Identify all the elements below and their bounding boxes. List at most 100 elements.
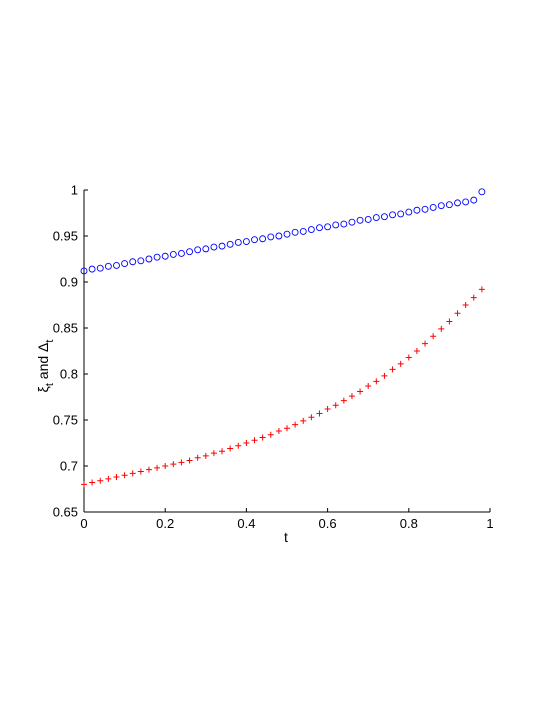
data-point xyxy=(104,262,112,270)
data-point xyxy=(291,228,299,236)
data-point xyxy=(275,232,283,240)
data-point xyxy=(365,382,372,389)
data-point xyxy=(210,450,217,457)
data-point xyxy=(227,445,234,452)
data-point xyxy=(251,437,258,444)
data-point xyxy=(267,431,274,438)
data-point xyxy=(113,261,120,269)
y-tick-label: 0.95 xyxy=(53,229,78,244)
data-point xyxy=(235,442,242,449)
data-point xyxy=(299,227,307,235)
data-point xyxy=(284,425,290,432)
data-point xyxy=(145,255,153,263)
data-point xyxy=(81,481,87,488)
data-point xyxy=(332,221,340,229)
x-tick-label: 0.8 xyxy=(400,516,418,531)
data-point xyxy=(267,233,275,241)
data-point xyxy=(178,459,185,466)
data-point xyxy=(194,246,202,254)
y-tick-label: 0.75 xyxy=(53,413,78,428)
data-point xyxy=(446,318,453,325)
data-point xyxy=(162,463,169,469)
x-tick-label: 0.4 xyxy=(237,516,255,531)
data-point xyxy=(437,202,445,210)
data-point xyxy=(137,257,145,265)
data-point xyxy=(243,440,250,446)
y-axis-label-xi-sub: t xyxy=(44,383,56,386)
y-tick-label: 1 xyxy=(71,183,78,198)
data-point xyxy=(324,405,331,412)
data-point xyxy=(154,464,161,471)
data-point xyxy=(478,286,485,293)
data-point xyxy=(169,250,177,258)
data-point xyxy=(129,258,137,266)
data-point xyxy=(421,205,429,213)
y-axis-label-and: and xyxy=(35,352,51,383)
data-point xyxy=(340,220,348,228)
data-point xyxy=(438,325,445,332)
data-point xyxy=(307,226,315,234)
y-axis-label-xi: ξ xyxy=(35,386,51,392)
y-tick-label: 0.65 xyxy=(53,505,78,520)
data-point xyxy=(413,348,420,354)
data-point xyxy=(324,223,332,231)
y-tick-label: 0.9 xyxy=(60,275,78,290)
data-point xyxy=(373,378,380,385)
series-1 xyxy=(80,188,486,275)
data-point xyxy=(145,466,152,473)
data-point xyxy=(202,245,210,253)
data-point xyxy=(422,340,429,347)
data-point xyxy=(308,414,315,421)
data-point xyxy=(380,213,388,221)
data-point xyxy=(397,210,405,218)
series-2 xyxy=(81,286,485,488)
data-point xyxy=(218,242,226,250)
x-tick-label: 0.6 xyxy=(319,516,337,531)
data-point xyxy=(454,310,461,317)
data-point xyxy=(357,388,364,395)
data-point xyxy=(405,354,412,361)
x-tick-label: 0 xyxy=(80,516,87,531)
data-point xyxy=(121,472,128,479)
data-point xyxy=(356,216,364,224)
data-point xyxy=(300,417,307,424)
data-point xyxy=(105,475,112,482)
data-point xyxy=(429,204,437,211)
data-point xyxy=(194,454,201,461)
data-point xyxy=(259,434,266,441)
data-point xyxy=(137,468,144,475)
y-tick-label: 0.7 xyxy=(60,459,78,474)
data-point xyxy=(381,372,388,379)
data-point xyxy=(275,428,282,435)
data-point xyxy=(88,265,96,273)
data-point xyxy=(389,366,396,373)
data-point xyxy=(251,236,258,244)
y-tick-label: 0.85 xyxy=(53,321,78,336)
data-point xyxy=(413,206,421,214)
data-point xyxy=(170,461,177,468)
data-point xyxy=(219,448,226,455)
data-point xyxy=(470,294,477,301)
data-point xyxy=(283,230,291,238)
plot-marks xyxy=(80,188,486,488)
x-tick-label: 1 xyxy=(486,516,493,531)
data-point xyxy=(161,252,169,260)
data-point xyxy=(454,199,461,207)
data-point xyxy=(389,211,397,219)
data-point xyxy=(478,188,486,196)
data-point xyxy=(153,253,161,261)
data-point xyxy=(462,302,469,308)
x-axis-label: t xyxy=(284,529,288,545)
data-point xyxy=(316,224,323,232)
data-point xyxy=(364,215,372,223)
axes: 0 0.2 0.4 0.6 0.8 1 0.65 0.7 0.75 0.8 0.85 0.9 0.95 1 xyxy=(53,183,494,532)
data-point xyxy=(89,479,96,486)
data-point xyxy=(372,214,380,222)
data-point xyxy=(129,470,136,477)
data-point xyxy=(186,457,193,464)
data-point xyxy=(292,421,299,428)
data-point xyxy=(121,260,129,268)
data-point xyxy=(186,248,194,256)
y-axis-label: ξt and Δt xyxy=(35,340,56,393)
